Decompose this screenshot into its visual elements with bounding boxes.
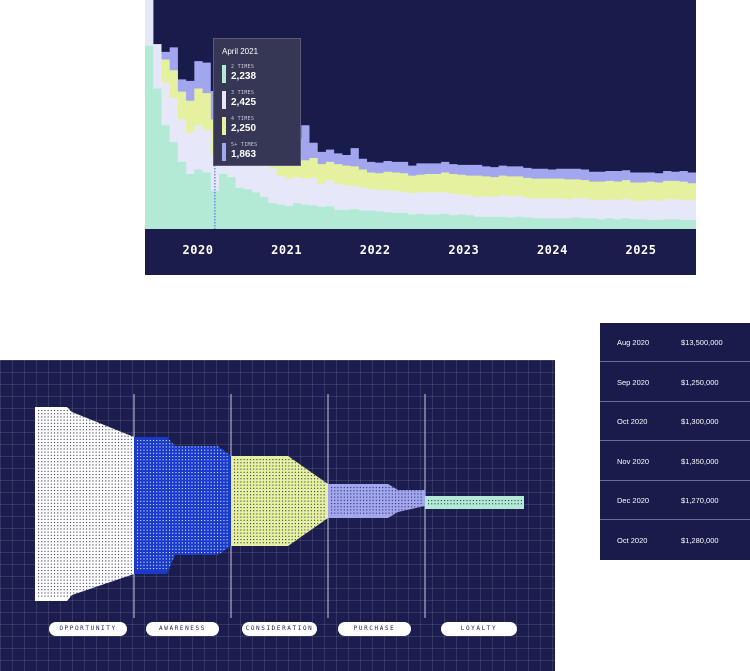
table-row: Aug 2020 $13,500,000 (600, 323, 750, 362)
table-cell-month: Sep 2020 (617, 377, 650, 387)
stage-label-loyalty: LOYALTY (441, 622, 517, 636)
tooltip-series-label: 4 TIMES (231, 116, 255, 122)
tooltip-series-value: 2,425 (231, 97, 257, 108)
tooltip-series-label: 5+ TIMES (231, 142, 258, 148)
table-row: Dec 2020 $1,270,000 (600, 481, 750, 520)
tooltip-series-value: 1,863 (231, 149, 257, 160)
series-area-2-times (145, 45, 696, 229)
tooltip-series-value: 2,238 (231, 71, 257, 82)
table-cell-month: Dec 2020 (617, 496, 650, 505)
table-cell-month: Nov 2020 (617, 456, 650, 466)
funnel-stage-dots (331, 487, 422, 514)
table-cell-amount: $13,500,000 (681, 338, 723, 347)
x-tick-label: 2024 (536, 243, 568, 257)
table-cell-month: Aug 2020 (617, 338, 650, 347)
table-row: Nov 2020 $1,350,000 (600, 442, 750, 481)
stacked-area-chart: 2020 2021 2022 2023 2024 2025 April 2021 2 TI… (145, 0, 696, 275)
series-area-4-times (145, 0, 696, 229)
tooltip-series-value: 2,250 (231, 123, 257, 134)
funnel-stage-purchase (328, 484, 425, 518)
stage-label-opportunity: OPPORTUNITY (49, 622, 127, 636)
funnel-stage-awareness (134, 437, 231, 574)
x-tick-label: 2021 (271, 243, 303, 257)
x-tick-label: 2025 (625, 243, 657, 257)
tooltip-swatch (222, 143, 226, 161)
chart-tooltip: April 2021 2 TIMES 2,238 3 TIMES 2,425 4 TIM… (213, 38, 301, 166)
stage-label-consideration: CONSIDERATION (242, 622, 317, 636)
funnel-stage-shape (425, 496, 524, 509)
funnel-stage-dots (428, 500, 522, 505)
funnel-stage-loyalty (425, 496, 524, 509)
table-cell-amount: $1,300,000 (681, 417, 719, 426)
funnel-stage-shape (134, 437, 231, 574)
tooltip-series-label: 2 TIMES (231, 64, 255, 70)
table-cell-amount: $1,270,000 (681, 496, 719, 505)
table-row: Sep 2020 $1,250,000 (600, 363, 750, 402)
table-cell-month: Oct 2020 (617, 535, 648, 545)
tooltip-swatch (222, 65, 226, 83)
stage-label-purchase: PURCHASE (338, 622, 411, 636)
funnel-stage-shape (35, 407, 134, 601)
revenue-table: Aug 2020 $13,500,000 Sep 2020 $1,250,000 Oct… (600, 323, 750, 560)
table-cell-amount: $1,280,000 (681, 535, 719, 545)
tooltip-swatch (222, 91, 226, 109)
x-axis-band (145, 229, 696, 275)
funnel-chart: OPPORTUNITY AWARENESS CONSIDERATION PURCHAS… (0, 360, 555, 671)
table-row: Oct 2020 $1,280,000 (600, 521, 750, 560)
table-cell-amount: $1,350,000 (681, 456, 719, 466)
funnel-stage-opportunity (35, 407, 134, 601)
stage-label-awareness: AWARENESS (146, 622, 219, 636)
tooltip-series-label: 3 TIMES (231, 90, 255, 96)
x-tick-label: 2022 (359, 243, 391, 257)
table-cell-month: Oct 2020 (617, 417, 648, 426)
funnel-svg (35, 394, 524, 618)
table-row: Oct 2020 $1,300,000 (600, 402, 750, 441)
funnel-stage-shape (328, 484, 425, 518)
x-tick-label: 2020 (182, 243, 214, 257)
tooltip-title: April 2021 (222, 47, 259, 56)
x-tick-label: 2023 (448, 243, 480, 257)
funnel-stage-dots (38, 410, 132, 597)
tooltip-swatch (222, 117, 226, 135)
table-cell-amount: $1,250,000 (681, 377, 719, 387)
funnel-stage-consideration (231, 456, 328, 546)
funnel-stage-dots (137, 440, 228, 570)
area-chart-svg (145, 0, 696, 275)
